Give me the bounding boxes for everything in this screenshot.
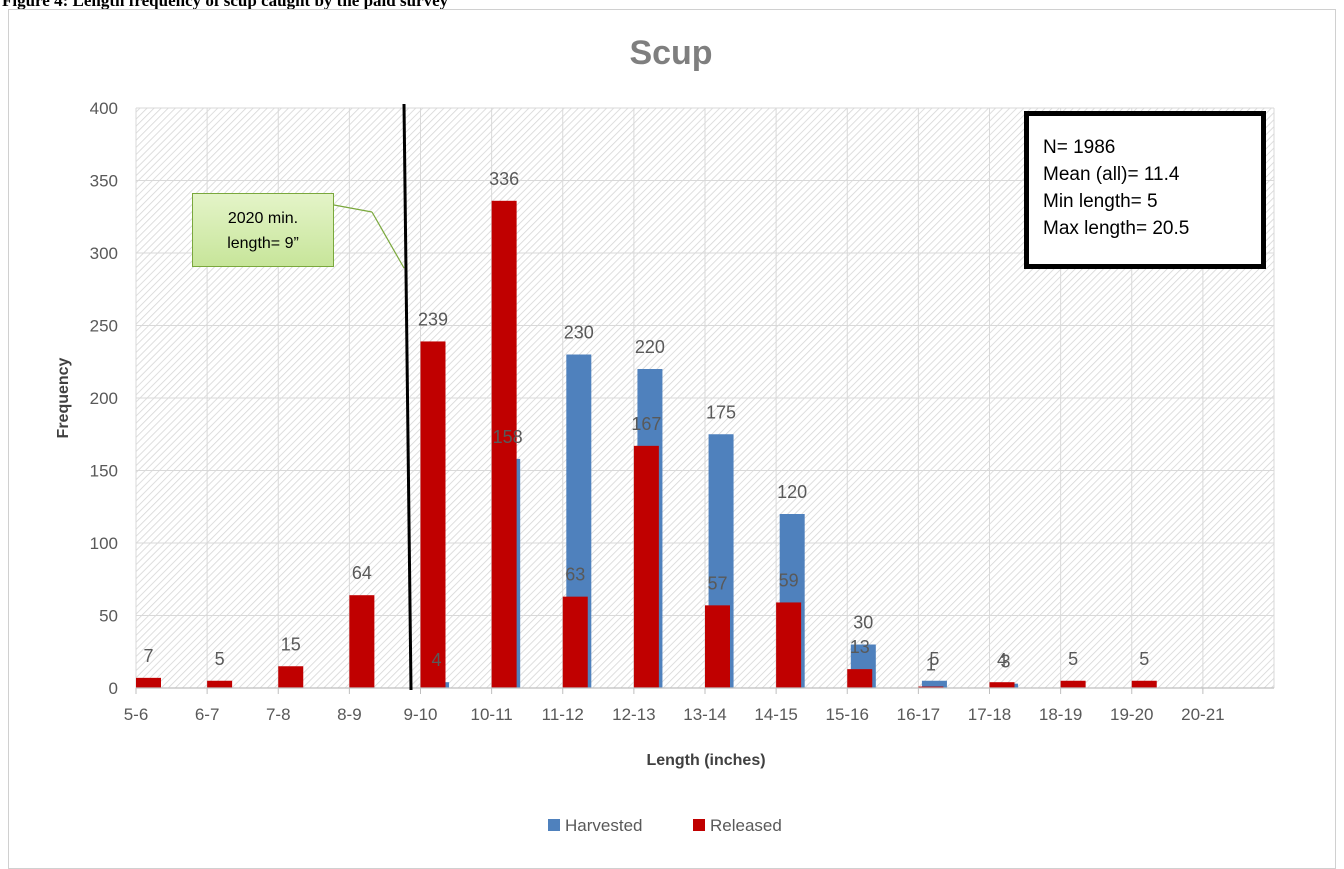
data-label-released: 336 (489, 169, 519, 189)
legend-swatch-released (693, 819, 705, 831)
data-label-harvested: 30 (853, 613, 873, 633)
x-tick-label: 16-17 (897, 705, 940, 724)
bar-released-15-16 (847, 669, 873, 688)
bar-released-10-11 (491, 200, 517, 689)
x-tick-label: 14-15 (754, 705, 797, 724)
x-tick-label: 8-9 (337, 705, 362, 724)
data-label-released: 5 (1068, 649, 1078, 669)
x-tick-label: 12-13 (612, 705, 655, 724)
callout-line-2: length= 9” (227, 235, 299, 252)
x-tick-label: 20-21 (1181, 705, 1224, 724)
data-label-released: 64 (352, 563, 372, 583)
y-tick-label: 50 (99, 607, 118, 626)
legend-swatch-harvested (548, 819, 560, 831)
data-label-released: 5 (1139, 649, 1149, 669)
stats-min: Min length= 5 (1043, 191, 1158, 212)
data-label-released: 13 (850, 637, 870, 657)
x-tick-label: 9-10 (403, 705, 437, 724)
y-axis-title: Frequency (55, 357, 72, 438)
data-label-harvested: 220 (635, 337, 665, 357)
y-tick-label: 200 (90, 389, 118, 408)
bar-released-9-10 (420, 341, 446, 688)
data-labels: 7 515644239158336230632201671755712059301… (143, 169, 1149, 675)
y-tick-label: 400 (90, 99, 118, 118)
x-tick-label: 11-12 (542, 705, 584, 724)
data-label-harvested: 4 (432, 650, 442, 670)
x-axis-title: Length (inches) (646, 752, 765, 769)
stats-n: N= 1986 (1043, 137, 1116, 158)
data-label-released: 57 (707, 573, 727, 593)
x-tick-label: 15-16 (826, 705, 869, 724)
bar-released-7-8 (278, 666, 304, 688)
data-label-harvested: 230 (564, 323, 594, 343)
legend-label-released: Released (710, 816, 782, 835)
callout-pointer (371, 211, 405, 269)
bar-harvested-16-17 (921, 680, 947, 688)
y-tick-label: 250 (90, 317, 118, 336)
y-tick-label: 0 (109, 679, 118, 698)
data-label-released: 1 (926, 655, 936, 675)
y-tick-label: 300 (90, 244, 118, 263)
bar-released-5-6 (136, 677, 161, 688)
chart-title: Scup (629, 34, 712, 72)
min-length-callout: 2020 min. length= 9” (192, 193, 334, 267)
data-label-harvested: 3 (1001, 652, 1011, 672)
legend: Harvested Released (548, 816, 782, 835)
x-tick-label: 10-11 (471, 705, 513, 724)
bars (136, 200, 1157, 689)
data-label-released: 167 (631, 414, 661, 434)
bar-released-14-15 (776, 602, 802, 688)
data-label-released: 15 (281, 634, 301, 654)
data-label-released: 4 (997, 650, 1007, 670)
y-tick-label: 100 (90, 534, 118, 553)
y-tick-label: 150 (90, 462, 118, 481)
stats-max: Max length= 20.5 (1043, 218, 1190, 239)
bar-released-18-19 (1060, 680, 1086, 688)
bar-released-17-18 (989, 682, 1015, 688)
bar-released-13-14 (705, 605, 730, 688)
bar-released-19-20 (1131, 680, 1157, 688)
y-tick-label: 350 (90, 172, 118, 191)
bar-released-11-12 (562, 596, 588, 688)
x-tick-label: 6-7 (195, 705, 220, 724)
data-label-harvested: 158 (493, 427, 523, 447)
data-label-released: 239 (418, 309, 448, 329)
data-label-harvested: 5 (929, 649, 939, 669)
min-length-reference-line (402, 103, 413, 691)
data-label-harvested: 175 (706, 402, 736, 422)
bar-released-16-17 (918, 686, 944, 688)
x-tick-label: 18-19 (1039, 705, 1082, 724)
callout-pointer (333, 204, 373, 213)
stats-mean: Mean (all)= 11.4 (1043, 164, 1180, 185)
callout-line-1: 2020 min. (227, 210, 299, 227)
legend-label-harvested: Harvested (565, 816, 642, 835)
x-tick-label: 13-14 (683, 705, 726, 724)
bar-released-6-7 (207, 680, 233, 688)
data-label-released: 7 (143, 646, 153, 666)
bar-released-12-13 (633, 445, 659, 688)
summary-stats-box: N= 1986 Mean (all)= 11.4 Min length= 5 M… (1024, 111, 1266, 269)
x-tick-label: 7-8 (266, 705, 291, 724)
data-label-harvested: 120 (777, 482, 807, 502)
data-label-released: 59 (779, 570, 799, 590)
data-label-released: 5 (215, 649, 225, 669)
x-tick-label: 19-20 (1110, 705, 1153, 724)
figure-caption: Figure 4: Length frequency of scup caugh… (2, 0, 449, 10)
x-tick-label: 5-6 (124, 705, 149, 724)
axes: 0 50 100 150 200 250 300 350 400 5-6 6-7 7-8 8-9 9-10… (90, 99, 1274, 724)
x-tick-label: 17-18 (968, 705, 1011, 724)
data-label-released: 63 (565, 565, 585, 585)
bar-released-8-9 (349, 595, 375, 688)
